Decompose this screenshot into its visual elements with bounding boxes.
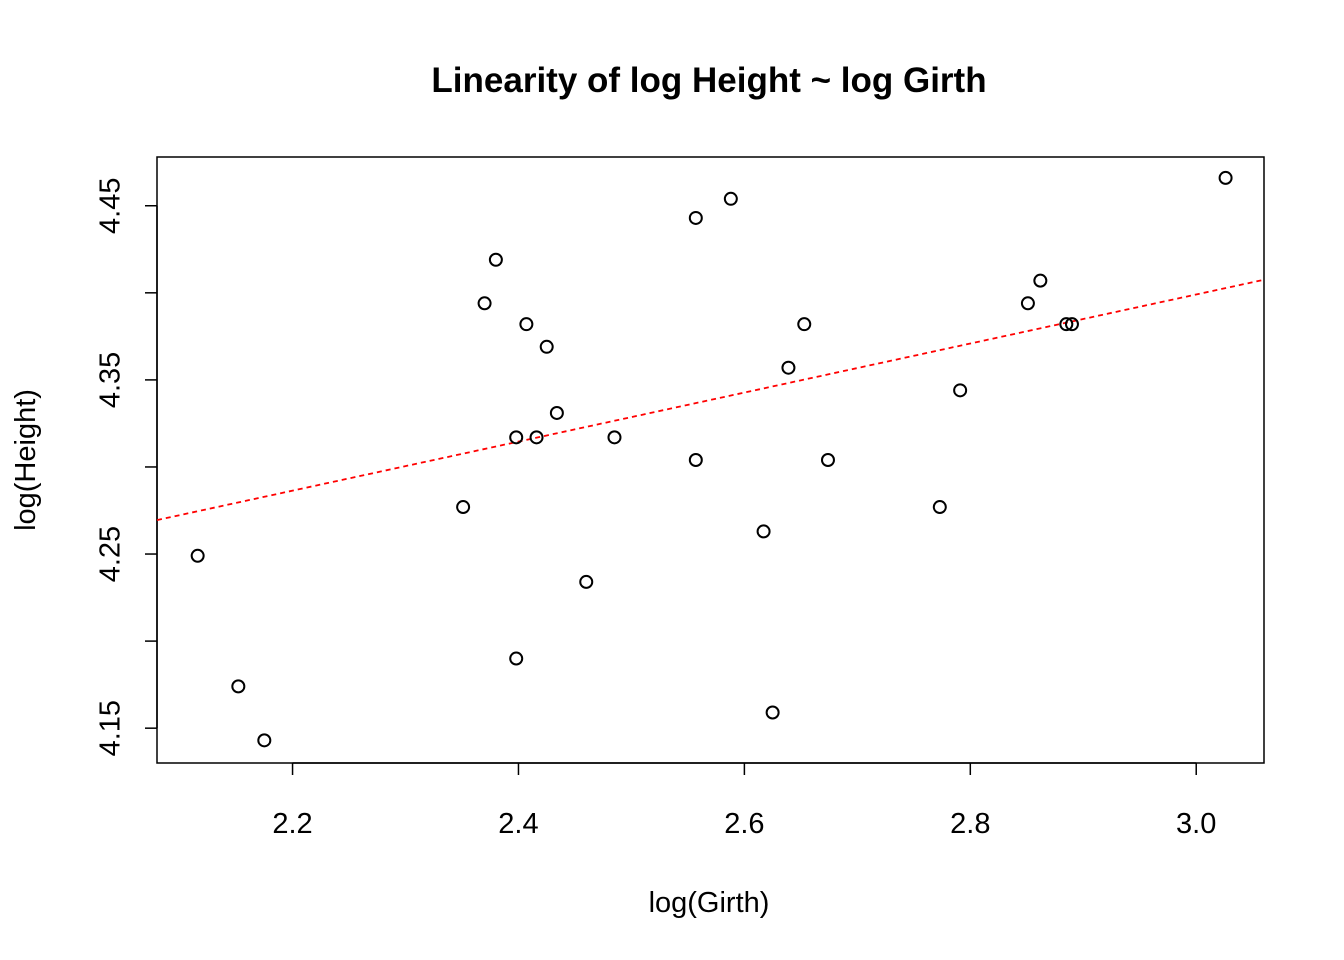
y-axis-label: log(Height) (10, 389, 42, 531)
x-axis-label: log(Girth) (649, 887, 770, 919)
x-tick-label: 2.2 (272, 808, 312, 840)
data-point (549, 405, 564, 420)
regression-line (156, 278, 1265, 521)
chart-title: Linearity of log Height ~ log Girth (431, 61, 986, 100)
x-tick-label: 2.8 (950, 808, 990, 840)
data-point (781, 360, 796, 375)
data-point (688, 210, 703, 225)
data-point (820, 453, 835, 467)
data-point (797, 317, 812, 332)
plot-frame (156, 156, 1265, 764)
data-point (1033, 273, 1048, 288)
data-point (688, 453, 703, 467)
data-point (519, 317, 534, 332)
x-tick-label: 2.6 (724, 808, 764, 840)
x-tick-label: 2.4 (498, 808, 538, 840)
data-point (231, 679, 246, 694)
x-tick-label: 3.0 (1176, 808, 1216, 840)
data-point (953, 383, 968, 398)
data-point (756, 524, 771, 539)
y-tick-label: 4.35 (95, 352, 127, 408)
y-tick-label: 4.45 (95, 178, 127, 234)
data-point (1064, 317, 1079, 332)
data-point (456, 500, 471, 515)
x-axis: 2.2 2.4 2.6 2.8 3.0 (272, 762, 1216, 840)
data-point (1059, 317, 1074, 332)
data-point (1020, 296, 1035, 311)
data-point (579, 574, 594, 589)
fit-line-group (156, 278, 1265, 521)
y-axis: 4.15 4.25 4.35 4.45 (95, 178, 158, 756)
data-point (488, 252, 503, 267)
points-group (190, 170, 1233, 748)
data-point (509, 430, 524, 445)
data-point (477, 296, 492, 311)
data-point (529, 430, 544, 445)
data-point (607, 430, 622, 445)
y-tick-label: 4.15 (95, 700, 127, 756)
data-point (932, 500, 947, 515)
data-point (539, 339, 554, 354)
data-point (1218, 170, 1233, 185)
data-point (765, 705, 780, 720)
data-point (509, 651, 524, 666)
data-point (257, 733, 272, 748)
data-point (723, 191, 738, 206)
y-tick-label: 4.25 (95, 526, 127, 582)
data-point (190, 548, 205, 563)
